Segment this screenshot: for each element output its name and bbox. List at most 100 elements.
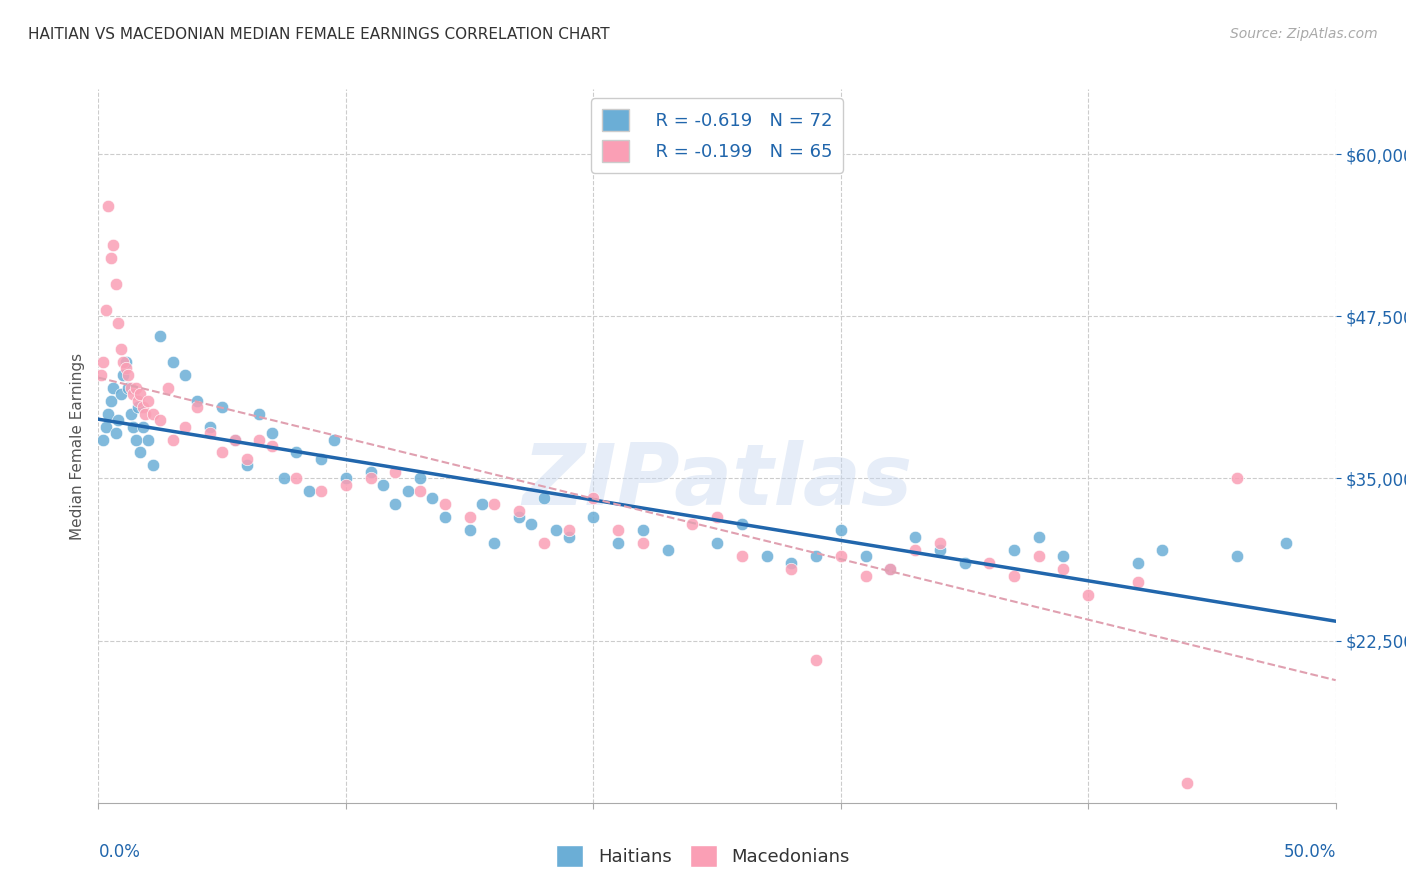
Point bbox=[103, 238, 125, 252]
Point bbox=[198, 425, 221, 440]
Point bbox=[247, 407, 270, 421]
Point bbox=[117, 368, 139, 382]
Point bbox=[122, 387, 145, 401]
Point bbox=[953, 556, 976, 570]
Point bbox=[1226, 471, 1249, 485]
Point bbox=[546, 524, 568, 538]
Point bbox=[928, 536, 950, 550]
Point bbox=[134, 407, 156, 421]
Point bbox=[471, 497, 494, 511]
Point bbox=[100, 393, 122, 408]
Point bbox=[285, 471, 308, 485]
Text: Source: ZipAtlas.com: Source: ZipAtlas.com bbox=[1230, 27, 1378, 41]
Point bbox=[508, 504, 530, 518]
Point bbox=[107, 413, 129, 427]
Point bbox=[409, 484, 432, 499]
Point bbox=[1028, 530, 1050, 544]
Text: 0.0%: 0.0% bbox=[98, 843, 141, 861]
Point bbox=[136, 433, 159, 447]
Point bbox=[855, 568, 877, 582]
Legend:   R = -0.619   N = 72,   R = -0.199   N = 65: R = -0.619 N = 72, R = -0.199 N = 65 bbox=[591, 98, 844, 173]
Point bbox=[904, 542, 927, 557]
Point bbox=[335, 478, 357, 492]
Point bbox=[93, 433, 115, 447]
Point bbox=[114, 361, 136, 376]
Point bbox=[458, 510, 481, 524]
Point bbox=[247, 433, 270, 447]
Point bbox=[117, 381, 139, 395]
Point bbox=[855, 549, 877, 564]
Point bbox=[520, 516, 543, 531]
Point bbox=[879, 562, 901, 576]
Point bbox=[142, 458, 165, 473]
Point bbox=[360, 471, 382, 485]
Point bbox=[110, 387, 132, 401]
Point bbox=[124, 381, 146, 395]
Point bbox=[557, 530, 579, 544]
Point bbox=[104, 425, 127, 440]
Point bbox=[780, 562, 803, 576]
Point bbox=[1002, 542, 1025, 557]
Point bbox=[186, 393, 208, 408]
Point bbox=[371, 478, 394, 492]
Point bbox=[1052, 549, 1074, 564]
Point bbox=[112, 368, 135, 382]
Text: 50.0%: 50.0% bbox=[1284, 843, 1336, 861]
Point bbox=[1126, 556, 1149, 570]
Point bbox=[928, 542, 950, 557]
Point bbox=[409, 471, 432, 485]
Point bbox=[508, 510, 530, 524]
Point bbox=[1077, 588, 1099, 602]
Point bbox=[120, 407, 142, 421]
Point bbox=[484, 497, 506, 511]
Point bbox=[731, 516, 754, 531]
Point bbox=[582, 491, 605, 505]
Point bbox=[110, 342, 132, 356]
Point bbox=[224, 433, 246, 447]
Point bbox=[309, 484, 332, 499]
Point bbox=[1152, 542, 1174, 557]
Point bbox=[124, 433, 146, 447]
Point bbox=[162, 354, 184, 368]
Point bbox=[979, 556, 1001, 570]
Point bbox=[582, 510, 605, 524]
Point bbox=[97, 407, 120, 421]
Point bbox=[186, 400, 208, 414]
Point bbox=[384, 497, 406, 511]
Point bbox=[433, 510, 456, 524]
Point bbox=[127, 393, 149, 408]
Point bbox=[97, 199, 120, 213]
Point bbox=[103, 381, 125, 395]
Point bbox=[120, 381, 142, 395]
Point bbox=[94, 419, 117, 434]
Point bbox=[1052, 562, 1074, 576]
Point bbox=[127, 400, 149, 414]
Point bbox=[260, 439, 283, 453]
Point bbox=[149, 328, 172, 343]
Point bbox=[830, 549, 852, 564]
Point bbox=[1275, 536, 1298, 550]
Point bbox=[1226, 549, 1249, 564]
Point bbox=[142, 407, 165, 421]
Point bbox=[273, 471, 295, 485]
Point bbox=[1126, 575, 1149, 590]
Point bbox=[322, 433, 344, 447]
Point bbox=[360, 465, 382, 479]
Point bbox=[309, 452, 332, 467]
Point bbox=[129, 445, 152, 459]
Point bbox=[1002, 568, 1025, 582]
Point bbox=[804, 549, 827, 564]
Point bbox=[804, 653, 827, 667]
Point bbox=[731, 549, 754, 564]
Point bbox=[1028, 549, 1050, 564]
Point bbox=[93, 354, 115, 368]
Point bbox=[236, 458, 259, 473]
Point bbox=[384, 465, 406, 479]
Point bbox=[198, 419, 221, 434]
Point bbox=[260, 425, 283, 440]
Point bbox=[1175, 776, 1198, 790]
Point bbox=[422, 491, 444, 505]
Point bbox=[132, 419, 155, 434]
Point bbox=[112, 354, 135, 368]
Point bbox=[122, 419, 145, 434]
